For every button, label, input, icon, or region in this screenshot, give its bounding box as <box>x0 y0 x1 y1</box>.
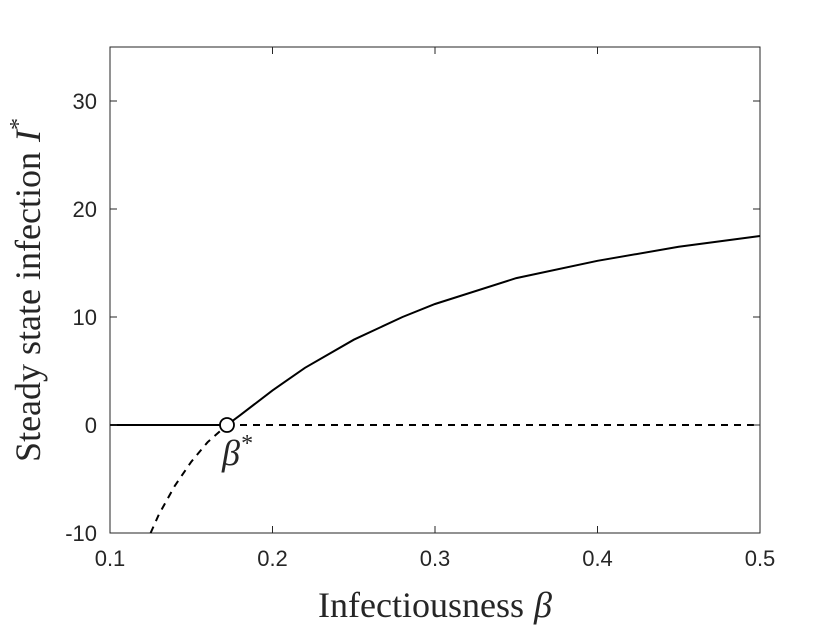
y-tick-label: 20 <box>73 197 97 222</box>
x-tick-label: 0.1 <box>95 546 126 571</box>
x-axis-title: Infectiousness β <box>318 585 552 625</box>
series-line-3-dashed <box>149 424 228 534</box>
x-tick-label: 0.3 <box>420 546 451 571</box>
y-tick-label: 0 <box>85 413 97 438</box>
y-axis-title: Steady state infectionI* <box>6 118 48 462</box>
x-tick-label: 0.4 <box>582 546 613 571</box>
x-tick-label: 0.5 <box>745 546 776 571</box>
marker-layer <box>219 417 235 433</box>
y-tick-label: -10 <box>65 521 97 546</box>
y-tick-label: 10 <box>73 305 97 330</box>
series-line-1-solid <box>226 235 761 426</box>
bifurcation-point-marker <box>219 417 235 433</box>
beta-star-superscript: * <box>240 431 252 457</box>
x-tick-label: 0.2 <box>257 546 288 571</box>
x-axis-title-symbol: β <box>533 585 552 625</box>
y-axis-title-symbol: I <box>8 128 48 143</box>
plot-area <box>109 46 761 534</box>
y-tick-label: 30 <box>73 89 97 114</box>
beta-star-symbol: β <box>221 433 240 473</box>
y-axis-title-superscript: * <box>6 118 32 130</box>
series-layer <box>110 235 761 534</box>
ticks-layer: 0.1 0.2 0.3 0.4 0.5 -10 0 10 20 30 <box>65 47 775 571</box>
beta-star-annotation: β* <box>221 431 252 473</box>
